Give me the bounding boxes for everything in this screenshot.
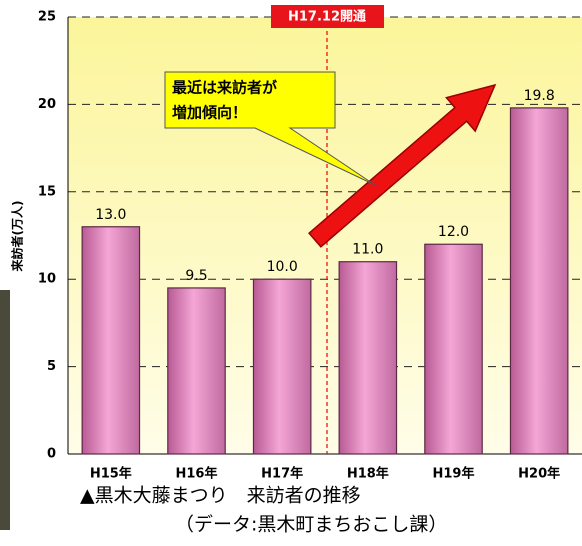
caption: ▲黒木大藤まつり 来訪者の推移 (80, 485, 361, 507)
x-tick-label: H17年 (261, 466, 303, 482)
bar (253, 279, 310, 454)
y-tick-label: 0 (47, 447, 56, 462)
value-label: 11.0 (352, 242, 383, 258)
bar (425, 244, 482, 454)
caption: （データ:黒木町まちおこし課） (175, 514, 447, 536)
value-label: 10.0 (267, 259, 298, 275)
bar (339, 262, 396, 454)
bar (168, 288, 225, 454)
photo-edge (0, 290, 10, 530)
x-tick-label: H16年 (176, 466, 218, 482)
y-tick-label: 15 (38, 184, 56, 199)
value-label: 13.0 (95, 207, 126, 223)
x-tick-label: H15年 (90, 466, 132, 482)
y-axis-label: 来訪者(万人) (10, 201, 25, 273)
x-tick-label: H19年 (433, 466, 475, 482)
opening-label: H17.12開通 (288, 9, 366, 25)
value-label: 19.8 (524, 88, 555, 104)
bar (510, 108, 567, 454)
y-tick-label: 10 (38, 272, 56, 287)
y-tick-label: 5 (47, 359, 56, 374)
chart: 0 5 10 15 20 25 H15年 13.0 H16年 9.5 H17年 10.0 H18年 11.… (0, 0, 582, 546)
y-tick-label: 25 (38, 10, 56, 25)
callout-text: 増加傾向！ (172, 104, 247, 122)
x-tick-label: H18年 (347, 466, 389, 482)
value-label: 12.0 (438, 224, 469, 240)
x-tick-label: H20年 (518, 466, 560, 482)
callout-text: 最近は来訪者が (172, 79, 278, 97)
y-tick-label: 20 (38, 97, 56, 112)
value-label: 9.5 (185, 268, 207, 284)
bar (82, 227, 139, 454)
